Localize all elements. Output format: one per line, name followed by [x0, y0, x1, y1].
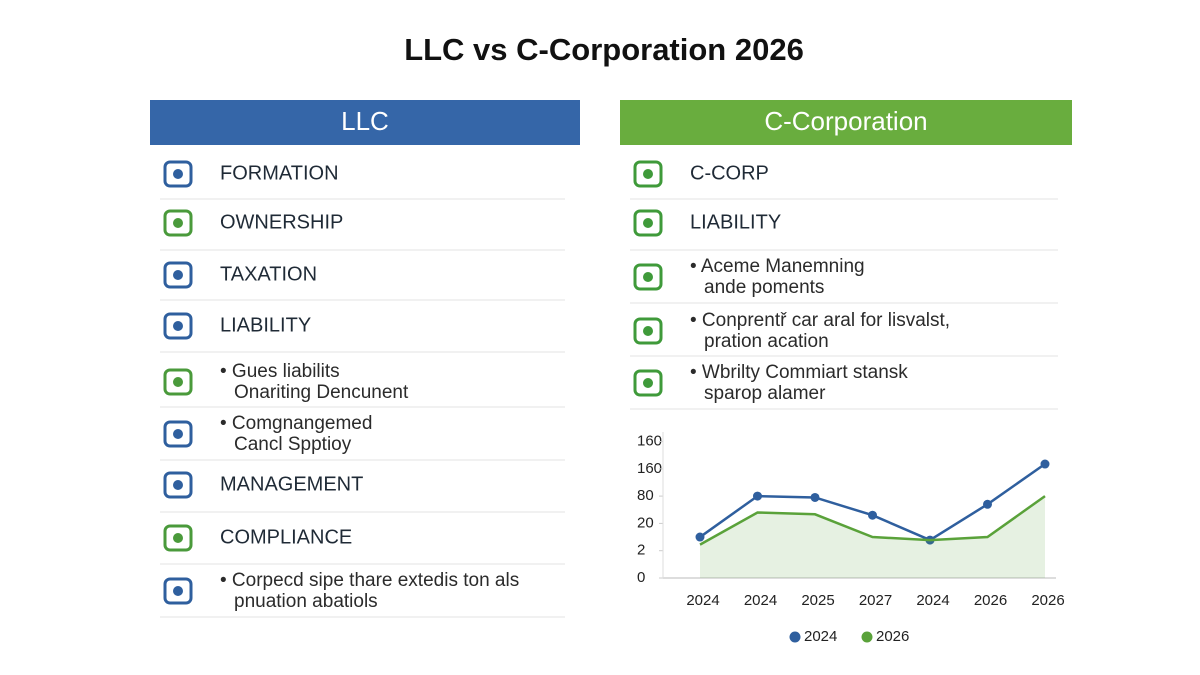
item-text: LIABILITY	[690, 211, 781, 233]
item-text: MANAGEMENT	[220, 473, 363, 495]
x-tick-label: 2024	[744, 592, 777, 609]
item-icon	[633, 263, 663, 291]
y-tick-label: 160	[637, 432, 662, 449]
item-text: FORMATION	[220, 162, 339, 184]
x-tick-label: 2026	[1031, 592, 1064, 609]
llc-header-bar	[150, 100, 580, 145]
item-icon	[633, 160, 663, 188]
item-icon	[633, 369, 663, 397]
legend-swatch	[789, 631, 801, 643]
point	[868, 510, 877, 520]
item-icon-dot	[173, 480, 183, 490]
item-text: LIABILITY	[220, 314, 311, 336]
item-text: Cancl Spptioy	[234, 434, 352, 455]
item-icon	[163, 368, 193, 396]
y-tick-label: 80	[637, 487, 654, 504]
item-text: • Comgnangemed	[220, 413, 372, 434]
y-tick-label: 2	[637, 542, 645, 559]
ccorp-header-bar	[620, 100, 1072, 145]
item-text: ande poments	[704, 277, 824, 298]
point	[810, 492, 820, 502]
y-tick-label: 20	[637, 514, 654, 531]
item-icon-dot	[173, 270, 183, 280]
item-icon-dot	[643, 326, 653, 336]
point	[753, 491, 762, 501]
item-icon	[163, 471, 193, 499]
legend-swatch	[861, 631, 873, 643]
item-icon-dot	[173, 377, 183, 387]
legend-label: 2026	[876, 628, 909, 645]
item-icon	[163, 261, 193, 289]
item-icon	[163, 209, 193, 237]
item-text: • Wbrilty Commiart stansk	[690, 362, 908, 383]
item-icon-dot	[643, 218, 653, 228]
item-icon-dot	[173, 586, 183, 596]
y-tick-label: 0	[637, 569, 645, 586]
legend-label: 2024	[804, 628, 837, 645]
item-icon	[163, 577, 193, 605]
item-icon	[633, 209, 663, 237]
ccorp-header: C-Corporation	[764, 106, 927, 136]
item-text: pnuation abatiols	[234, 591, 378, 612]
item-text: TAXATION	[220, 263, 317, 285]
item-text: Onariting Dencunent	[234, 382, 409, 403]
item-icon-dot	[643, 272, 653, 282]
item-icon	[163, 420, 193, 448]
item-icon-dot	[643, 378, 653, 388]
item-text: OWNERSHIP	[220, 211, 343, 233]
point	[1040, 459, 1050, 469]
point	[983, 499, 992, 509]
llc-header: LLC	[341, 106, 389, 136]
item-icon-dot	[173, 429, 183, 439]
x-tick-label: 2024	[916, 592, 949, 609]
item-text: COMPLIANCE	[220, 526, 352, 548]
item-text: • Gues liabilits	[220, 361, 340, 382]
item-text: sparop alamer	[704, 383, 826, 404]
item-icon-dot	[643, 169, 653, 179]
item-text: • Corpecd sipe thare extedis ton als	[220, 570, 519, 591]
x-tick-label: 2027	[859, 592, 892, 609]
x-tick-label: 2025	[801, 592, 834, 609]
item-icon	[163, 312, 193, 340]
line	[699, 495, 1046, 546]
item-icon	[163, 524, 193, 552]
title: LLC vs C-Corporation 2026	[404, 32, 804, 67]
y-tick-label: 160	[637, 460, 662, 477]
item-icon	[633, 317, 663, 345]
item-text: pration acation	[704, 331, 829, 352]
item-icon-dot	[173, 533, 183, 543]
item-icon-dot	[173, 321, 183, 331]
item-icon-dot	[173, 169, 183, 179]
item-icon-dot	[173, 218, 183, 228]
item-text: • Conprentř car aral for lisvalst,	[690, 310, 950, 331]
x-tick-label: 2024	[686, 592, 719, 609]
item-icon	[163, 160, 193, 188]
point	[695, 532, 705, 542]
item-text: C-CORP	[690, 162, 769, 184]
x-tick-label: 2026	[974, 592, 1007, 609]
item-text: • Aceme Manemning	[690, 256, 865, 277]
